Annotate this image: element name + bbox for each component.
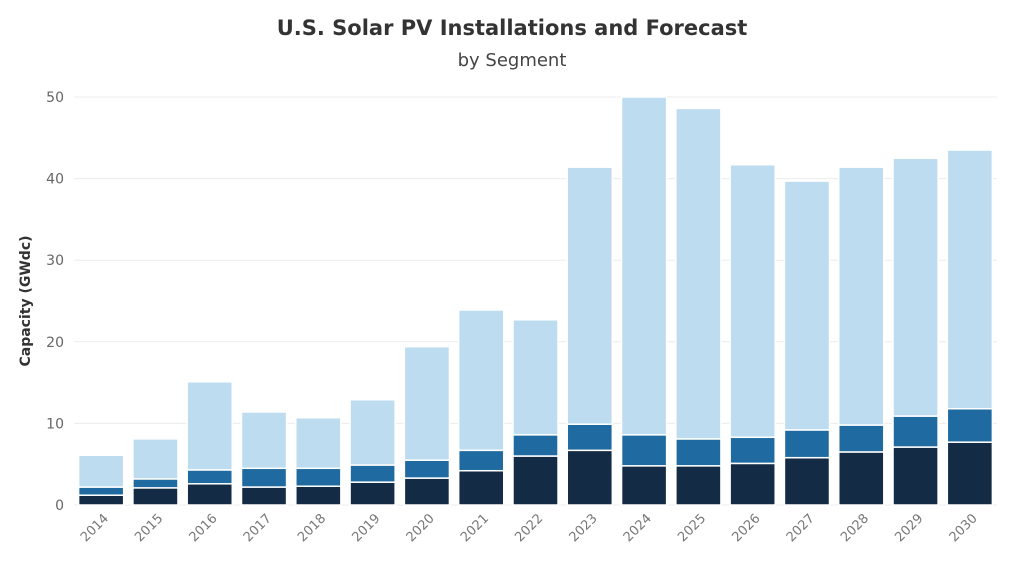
y-tick-label: 10: [46, 416, 64, 432]
bar-segment-2026-0: [729, 462, 776, 506]
bar-segment-2017-0: [240, 486, 288, 506]
bar-segment-2021-0: [457, 469, 505, 506]
bar-segment-2023-0: [566, 449, 614, 506]
bar-segment-2022-2: [512, 319, 559, 436]
x-tick-label: 2021: [458, 511, 492, 545]
bar-segment-2022-1: [512, 434, 559, 457]
x-tick-label: 2015: [132, 511, 166, 545]
bar-segment-2026-1: [729, 436, 776, 465]
bar-segment-2014-1: [77, 486, 125, 496]
x-tick-label: 2027: [784, 511, 818, 545]
bar-segment-2020-2: [403, 345, 451, 461]
x-tick-label: 2014: [78, 511, 112, 545]
chart-subtitle: by Segment: [457, 50, 567, 71]
y-tick-label: 30: [46, 253, 64, 269]
bar-segment-2016-0: [186, 483, 234, 506]
bar-segment-2028-2: [837, 166, 885, 426]
bar-segment-2027-1: [783, 429, 831, 459]
bar-segment-2018-0: [295, 485, 342, 506]
bar-segment-2028-0: [837, 451, 885, 506]
bar-segment-2027-2: [783, 180, 831, 431]
bar-segment-2016-2: [186, 381, 234, 471]
x-tick-label: 2019: [349, 511, 383, 545]
bar-segment-2023-2: [566, 166, 614, 425]
bar-segment-2015-0: [132, 487, 179, 506]
bar-segment-2029-1: [892, 415, 939, 448]
bar-segment-2019-2: [349, 398, 396, 466]
x-tick-label: 2030: [947, 511, 981, 545]
bar-segment-2018-2: [295, 416, 342, 470]
x-tick-label: 2018: [295, 511, 329, 545]
bar-segment-2015-2: [132, 438, 179, 480]
bar-segment-2025-2: [675, 107, 722, 440]
x-tick-label: 2025: [675, 511, 709, 545]
x-tick-label: 2029: [892, 511, 926, 545]
bar-segment-2029-2: [892, 157, 939, 417]
bar-segment-2024-0: [620, 465, 668, 506]
x-tick-label: 2022: [512, 511, 546, 545]
bar-segment-2021-2: [457, 309, 505, 452]
bar-segment-2014-0: [77, 494, 125, 506]
bar-segment-2022-0: [512, 455, 559, 506]
x-tick-label: 2028: [838, 511, 872, 545]
bar-segment-2029-0: [892, 446, 939, 506]
bar-segment-2024-2: [620, 96, 668, 436]
y-tick-label: 50: [46, 90, 64, 106]
bar-segment-2018-1: [295, 467, 342, 487]
bar-segment-2017-1: [240, 467, 288, 488]
bar-segment-2028-1: [837, 424, 885, 453]
bar-segment-2024-1: [620, 434, 668, 467]
x-tick-label: 2024: [621, 511, 655, 545]
y-axis-label: Capacity (GWdc): [18, 235, 34, 366]
bar-segment-2014-2: [77, 454, 125, 488]
bar-segment-2027-0: [783, 456, 831, 506]
y-tick-label: 40: [46, 172, 64, 188]
bar-segment-2030-1: [946, 407, 994, 443]
x-tick-label: 2017: [241, 511, 275, 545]
bar-segment-2026-2: [729, 163, 776, 439]
x-tick-label: 2023: [567, 511, 601, 545]
y-tick-label: 20: [46, 335, 64, 351]
bar-segment-2030-2: [946, 149, 994, 410]
bar-segment-2025-0: [675, 465, 722, 506]
bar-segment-2030-0: [946, 441, 994, 506]
bar-segment-2025-1: [675, 438, 722, 467]
bar-segment-2016-1: [186, 469, 234, 485]
bar-segment-2017-2: [240, 411, 288, 470]
x-tick-label: 2026: [729, 511, 763, 545]
bar-segment-2020-0: [403, 477, 451, 506]
chart-title: U.S. Solar PV Installations and Forecast: [276, 16, 748, 40]
bar-segment-2015-1: [132, 478, 179, 489]
bar-segment-2019-1: [349, 464, 396, 483]
x-tick-label: 2016: [187, 511, 221, 545]
y-tick-label: 0: [55, 498, 64, 514]
bar-segment-2019-0: [349, 481, 396, 506]
bar-segment-2021-1: [457, 449, 505, 472]
x-tick-label: 2020: [404, 511, 438, 545]
bar-segment-2023-1: [566, 423, 614, 452]
bar-segment-2020-1: [403, 459, 451, 479]
